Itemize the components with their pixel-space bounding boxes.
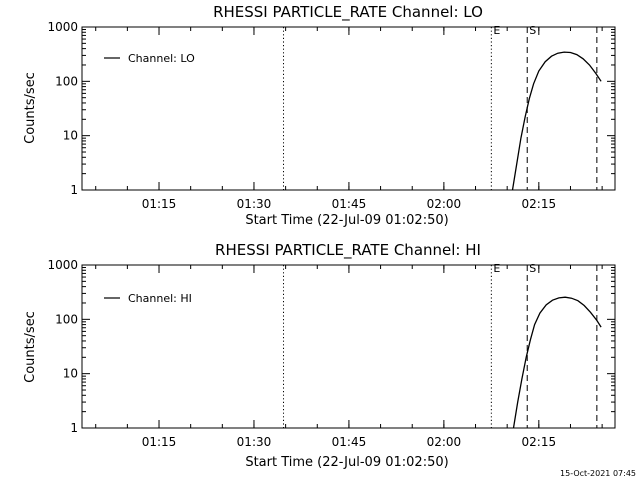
y-tick-label: 100 [55, 74, 78, 88]
y-tick-label: 1000 [47, 258, 78, 272]
y-tick-label: 10 [63, 367, 78, 381]
y-tick-label: 100 [55, 312, 78, 326]
x-tick-label: 01:45 [332, 435, 367, 449]
series-line [511, 51, 602, 191]
chart-panel-lo: RHESSI PARTICLE_RATE Channel: LO 1 10 100 1… [23, 3, 616, 228]
y-axis-label: Counts/sec [23, 311, 38, 383]
y-tick-label: 1 [70, 421, 78, 435]
footer-timestamp: 15-Oct-2021 07:45 [560, 469, 636, 478]
legend-entry: Channel: LO [128, 52, 195, 65]
series-line [512, 296, 602, 429]
y-tick-label: 1000 [47, 20, 78, 34]
x-tick-label: 01:45 [332, 197, 367, 211]
event-marker-label: S [529, 262, 536, 275]
legend-entry: Channel: HI [128, 292, 192, 305]
x-tick-label: 01:15 [142, 197, 177, 211]
x-axis-label: Start Time (22-Jul-09 01:02:50) [245, 455, 448, 470]
x-tick-label: 01:30 [237, 435, 272, 449]
y-tick-label: 1 [70, 183, 78, 197]
x-tick-label: 02:00 [427, 435, 462, 449]
chart-panel-hi: RHESSI PARTICLE_RATE Channel: HI 1 10 100 1… [23, 241, 616, 470]
x-tick-label: 01:15 [142, 435, 177, 449]
y-axis-label: Counts/sec [23, 72, 38, 144]
x-tick-label: 02:15 [522, 435, 557, 449]
x-tick-label: 02:15 [522, 197, 557, 211]
legend: Channel: LO [104, 52, 195, 65]
x-tick-label: 01:30 [237, 197, 272, 211]
x-axis-label: Start Time (22-Jul-09 01:02:50) [245, 213, 448, 228]
chart-title: RHESSI PARTICLE_RATE Channel: HI [215, 241, 481, 260]
y-tick-label: 10 [63, 129, 78, 143]
plot-frame [81, 264, 616, 429]
x-tick-label: 02:00 [427, 197, 462, 211]
event-marker-label: E [493, 24, 500, 37]
event-marker-label: S [529, 24, 536, 37]
chart-title: RHESSI PARTICLE_RATE Channel: LO [213, 3, 483, 22]
legend: Channel: HI [104, 292, 192, 305]
event-marker-label: E [493, 262, 500, 275]
